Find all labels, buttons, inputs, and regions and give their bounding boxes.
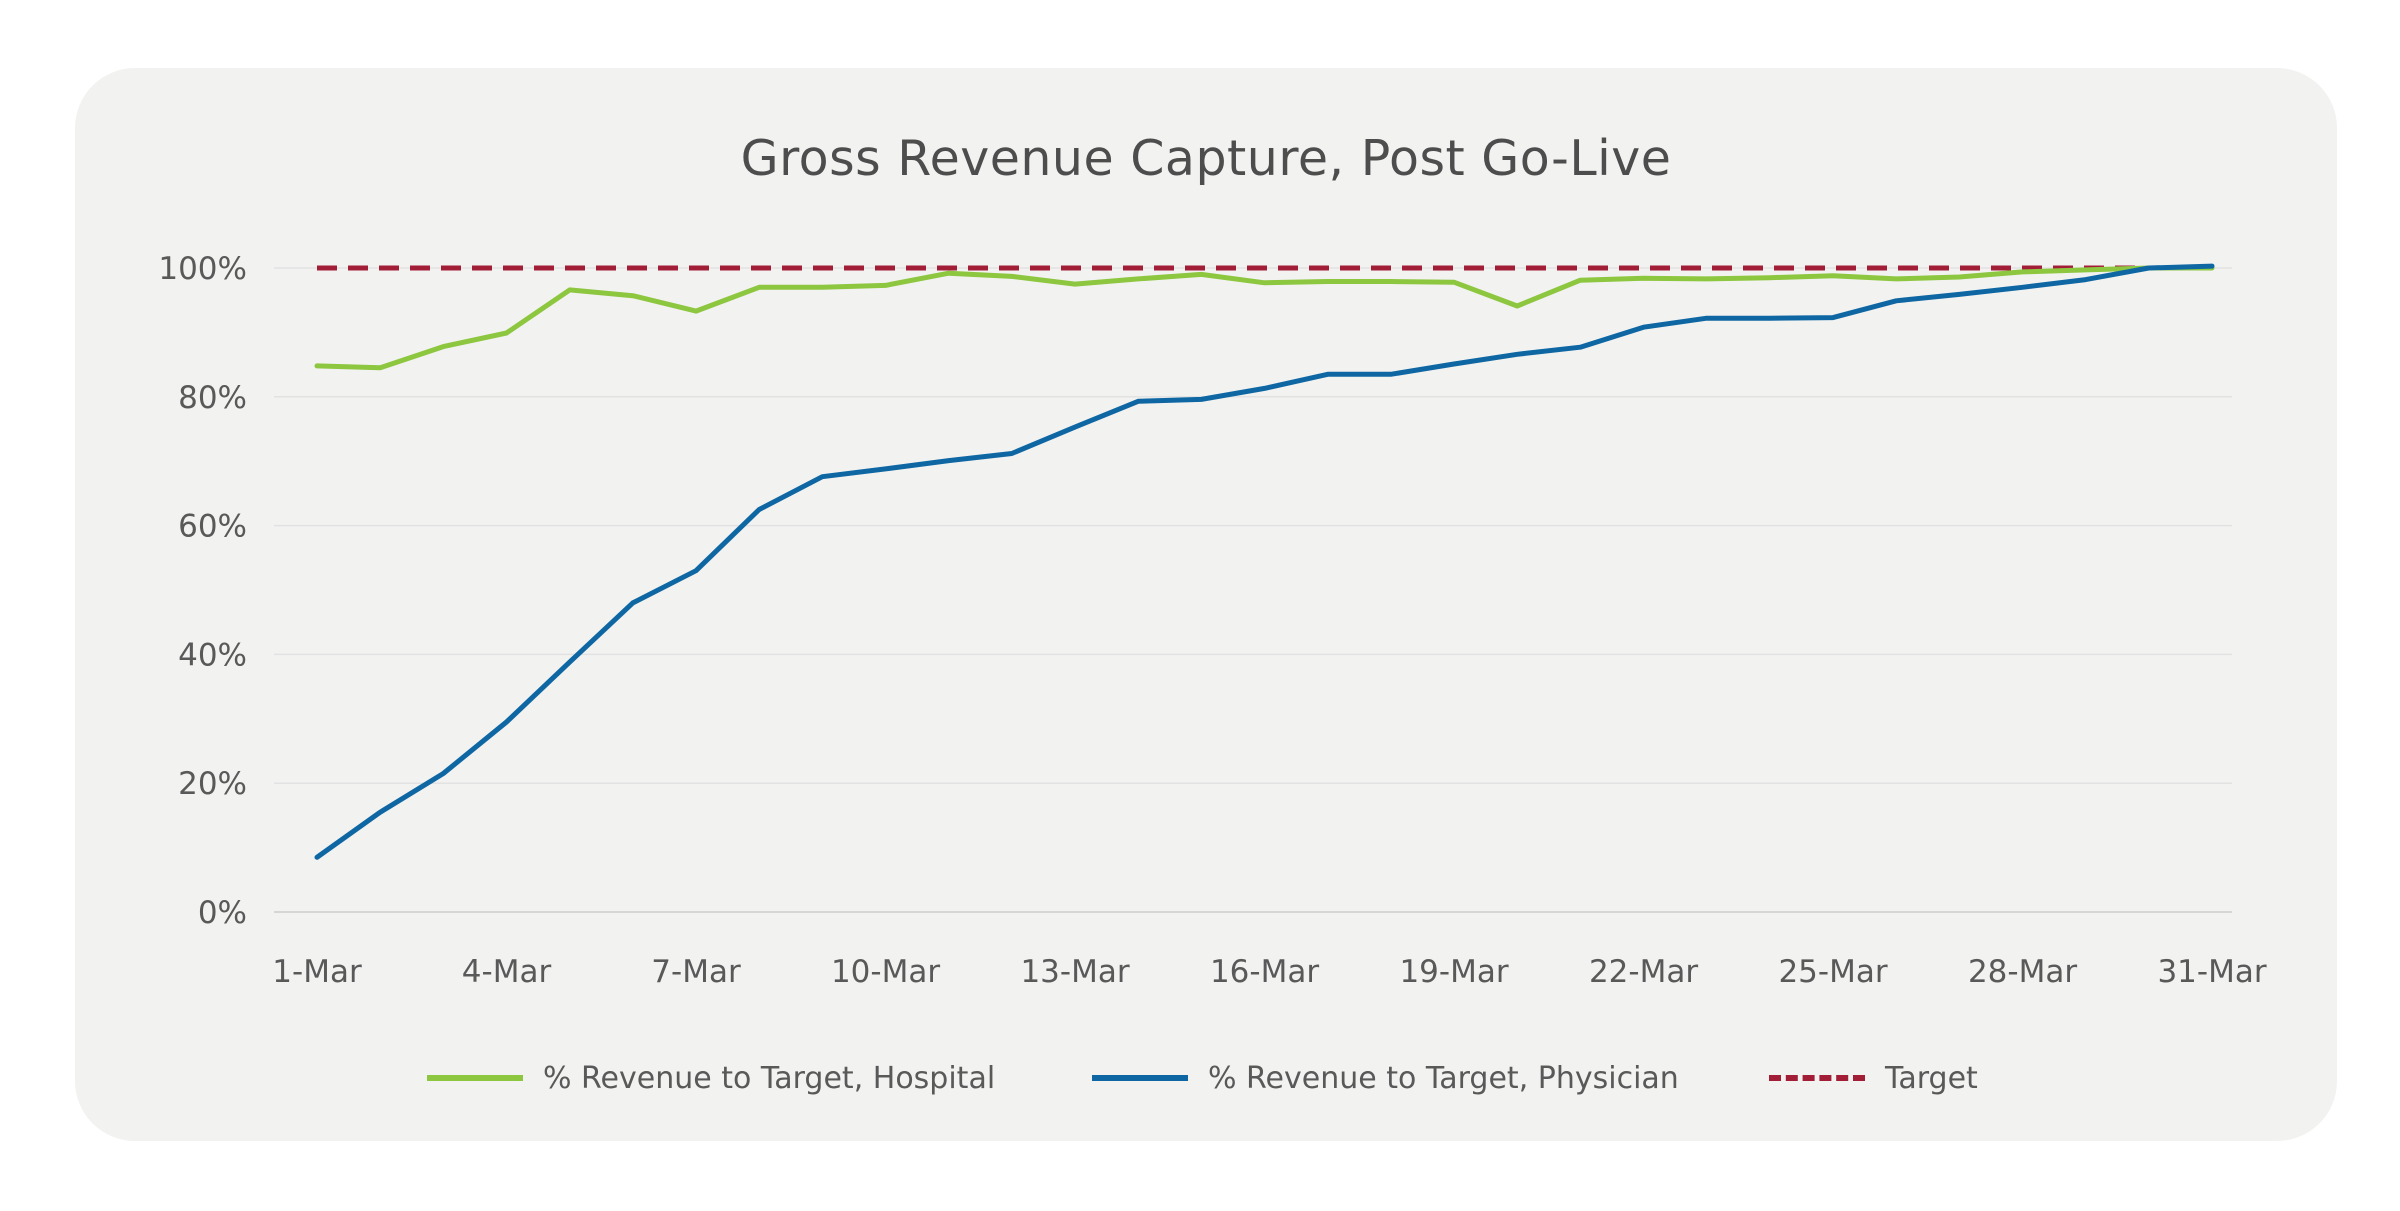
x-tick-label: 22-Mar (1589, 954, 1698, 990)
legend-swatch-physician (1092, 1075, 1188, 1081)
legend-item-physician[interactable]: % Revenue to Target, Physician (1092, 1048, 1679, 1108)
x-tick-label: 13-Mar (1020, 954, 1129, 990)
x-tick-label: 16-Mar (1210, 954, 1319, 990)
x-tick-label: 1-Mar (272, 954, 362, 990)
x-tick-label: 25-Mar (1778, 954, 1887, 990)
legend-item-hospital[interactable]: % Revenue to Target, Hospital (427, 1048, 995, 1108)
legend-swatch-target (1769, 1075, 1865, 1081)
x-tick-label: 7-Mar (651, 954, 741, 990)
legend-label-physician: % Revenue to Target, Physician (1208, 1060, 1679, 1096)
gridlines (274, 267, 2232, 913)
x-tick-label: 28-Mar (1968, 954, 2077, 990)
y-tick-label: 20% (178, 766, 247, 802)
x-tick-label: 10-Mar (831, 954, 940, 990)
legend-label-target: Target (1885, 1060, 1978, 1096)
y-tick-label: 60% (178, 509, 247, 545)
y-tick-label: 100% (158, 251, 247, 287)
legend: % Revenue to Target, Hospital % Revenue … (0, 1048, 2400, 1108)
y-axis-ticks: 0% 20% 40% 60% 80% 100% (158, 251, 247, 931)
chart-title: Gross Revenue Capture, Post Go-Live (740, 130, 1672, 187)
y-tick-label: 0% (198, 895, 247, 931)
legend-swatch-hospital (427, 1075, 523, 1081)
legend-item-target[interactable]: Target (1769, 1048, 1978, 1108)
x-tick-label: 19-Mar (1399, 954, 1508, 990)
series-lines (314, 263, 2215, 860)
x-tick-label: 4-Mar (462, 954, 552, 990)
y-tick-label: 40% (178, 637, 247, 673)
x-tick-label: 31-Mar (2157, 954, 2266, 990)
chart-card (75, 68, 2337, 1141)
x-axis-ticks: 1-Mar 4-Mar 7-Mar 10-Mar 13-Mar 16-Mar 19-Mar 2… (272, 954, 2267, 990)
legend-label-hospital: % Revenue to Target, Hospital (543, 1060, 996, 1096)
series-line-hospital (314, 265, 2215, 371)
series-line-physician (314, 263, 2215, 860)
line-chart: 0% 20% 40% 60% 80% 100% 1-Mar 4-Mar 7-Mar 10-Mar… (158, 251, 2267, 990)
y-tick-label: 80% (178, 380, 247, 416)
